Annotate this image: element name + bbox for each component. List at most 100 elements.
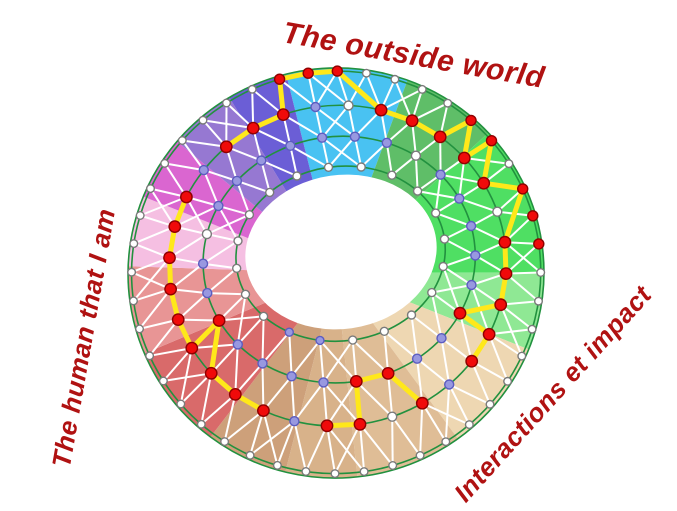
- red-node: [465, 114, 477, 127]
- white-node: [485, 399, 495, 409]
- mesh-line: [419, 403, 424, 456]
- white-node: [129, 239, 139, 249]
- mesh-line: [470, 360, 491, 405]
- white-node: [158, 376, 168, 386]
- mesh-line: [504, 215, 534, 243]
- mesh-line: [237, 315, 265, 346]
- white-node: [145, 184, 155, 194]
- white-node: [534, 296, 544, 306]
- mesh-line: [249, 420, 296, 457]
- red-node: [273, 73, 286, 85]
- white-node: [417, 84, 427, 94]
- red-node: [533, 238, 545, 250]
- mesh-line: [179, 347, 193, 405]
- mesh-line: [139, 196, 187, 217]
- mesh-line: [411, 102, 449, 122]
- white-node: [504, 159, 514, 169]
- mesh-line: [182, 139, 227, 148]
- white-node: [265, 187, 275, 198]
- mesh-line: [414, 155, 419, 192]
- white-node: [231, 263, 242, 273]
- white-node: [410, 150, 422, 161]
- mesh-line: [393, 78, 414, 122]
- mesh-line: [278, 78, 317, 108]
- mesh-line: [289, 144, 329, 169]
- mesh-line: [442, 265, 473, 286]
- red-node: [494, 298, 508, 312]
- mesh-line: [200, 393, 236, 426]
- mesh-line: [290, 339, 321, 377]
- white-node: [443, 98, 453, 108]
- mesh-line: [260, 160, 271, 193]
- mesh-line: [210, 343, 239, 374]
- red-node: [457, 151, 471, 165]
- mesh-line: [185, 196, 208, 235]
- white-node: [427, 287, 437, 298]
- violet-node: [197, 258, 209, 269]
- mesh-line: [500, 303, 533, 330]
- white-node: [438, 261, 448, 272]
- mesh-line: [471, 360, 509, 383]
- mesh-line: [488, 333, 509, 382]
- mesh-line: [177, 292, 208, 321]
- mesh-line: [169, 262, 204, 290]
- mesh-line: [202, 240, 239, 265]
- white-node: [406, 310, 417, 320]
- violet-node: [202, 287, 213, 299]
- mesh-line: [383, 330, 418, 360]
- red-node: [349, 374, 363, 388]
- white-node: [221, 98, 231, 108]
- white-node: [176, 399, 186, 409]
- white-node: [240, 289, 251, 299]
- white-node: [390, 74, 400, 84]
- red-node: [453, 306, 467, 320]
- mesh-line: [251, 89, 255, 129]
- red-node: [485, 134, 498, 147]
- mesh-line: [162, 347, 193, 382]
- white-node: [536, 268, 546, 278]
- red-node: [320, 419, 334, 433]
- violet-node: [256, 155, 267, 166]
- mesh-line: [421, 402, 470, 426]
- mesh-line: [458, 197, 498, 213]
- violet-node: [213, 200, 224, 212]
- white-node: [160, 158, 170, 168]
- mesh-line: [359, 423, 394, 467]
- violet-node: [318, 377, 329, 388]
- white-node: [301, 467, 311, 477]
- red-node: [482, 327, 496, 341]
- violet-node: [289, 416, 300, 427]
- mesh-line: [168, 233, 208, 259]
- violet-node: [435, 169, 446, 180]
- violet-node: [310, 101, 321, 113]
- mesh-line: [207, 292, 246, 296]
- white-node: [196, 419, 206, 429]
- mesh-line: [319, 340, 325, 383]
- mesh-line: [334, 423, 361, 475]
- white-node: [527, 324, 537, 334]
- red-node: [433, 130, 447, 144]
- mesh-line: [387, 373, 394, 417]
- mesh-line: [223, 409, 265, 443]
- red-node: [219, 140, 233, 154]
- red-node: [185, 341, 199, 355]
- mesh-line: [236, 179, 271, 194]
- mesh-line: [262, 410, 279, 466]
- mesh-line: [410, 314, 419, 359]
- red-node: [171, 313, 185, 326]
- white-node: [503, 376, 513, 386]
- mesh-line: [261, 316, 265, 364]
- white-node: [517, 351, 527, 361]
- mesh-line: [217, 205, 239, 242]
- white-node: [379, 326, 389, 336]
- white-node: [258, 311, 269, 321]
- mesh-line: [314, 106, 324, 138]
- mesh-line: [440, 173, 484, 185]
- violet-node: [257, 358, 268, 369]
- sector-cyan: [286, 67, 408, 274]
- white-node: [388, 461, 398, 471]
- mesh-line: [307, 72, 350, 107]
- red-node: [276, 108, 290, 122]
- mesh-line: [326, 425, 336, 474]
- red-node: [477, 176, 491, 190]
